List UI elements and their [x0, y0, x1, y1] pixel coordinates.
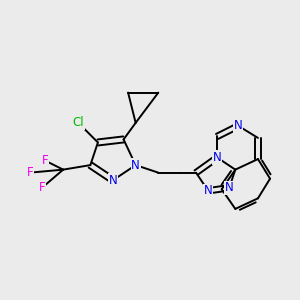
Text: F: F: [42, 154, 48, 167]
Text: N: N: [225, 181, 234, 194]
Text: N: N: [213, 151, 222, 164]
Text: F: F: [27, 166, 33, 179]
Text: N: N: [131, 159, 140, 172]
Text: N: N: [234, 119, 243, 132]
Text: N: N: [204, 184, 212, 197]
Text: Cl: Cl: [73, 116, 84, 129]
Text: F: F: [39, 181, 45, 194]
Text: N: N: [109, 174, 117, 187]
